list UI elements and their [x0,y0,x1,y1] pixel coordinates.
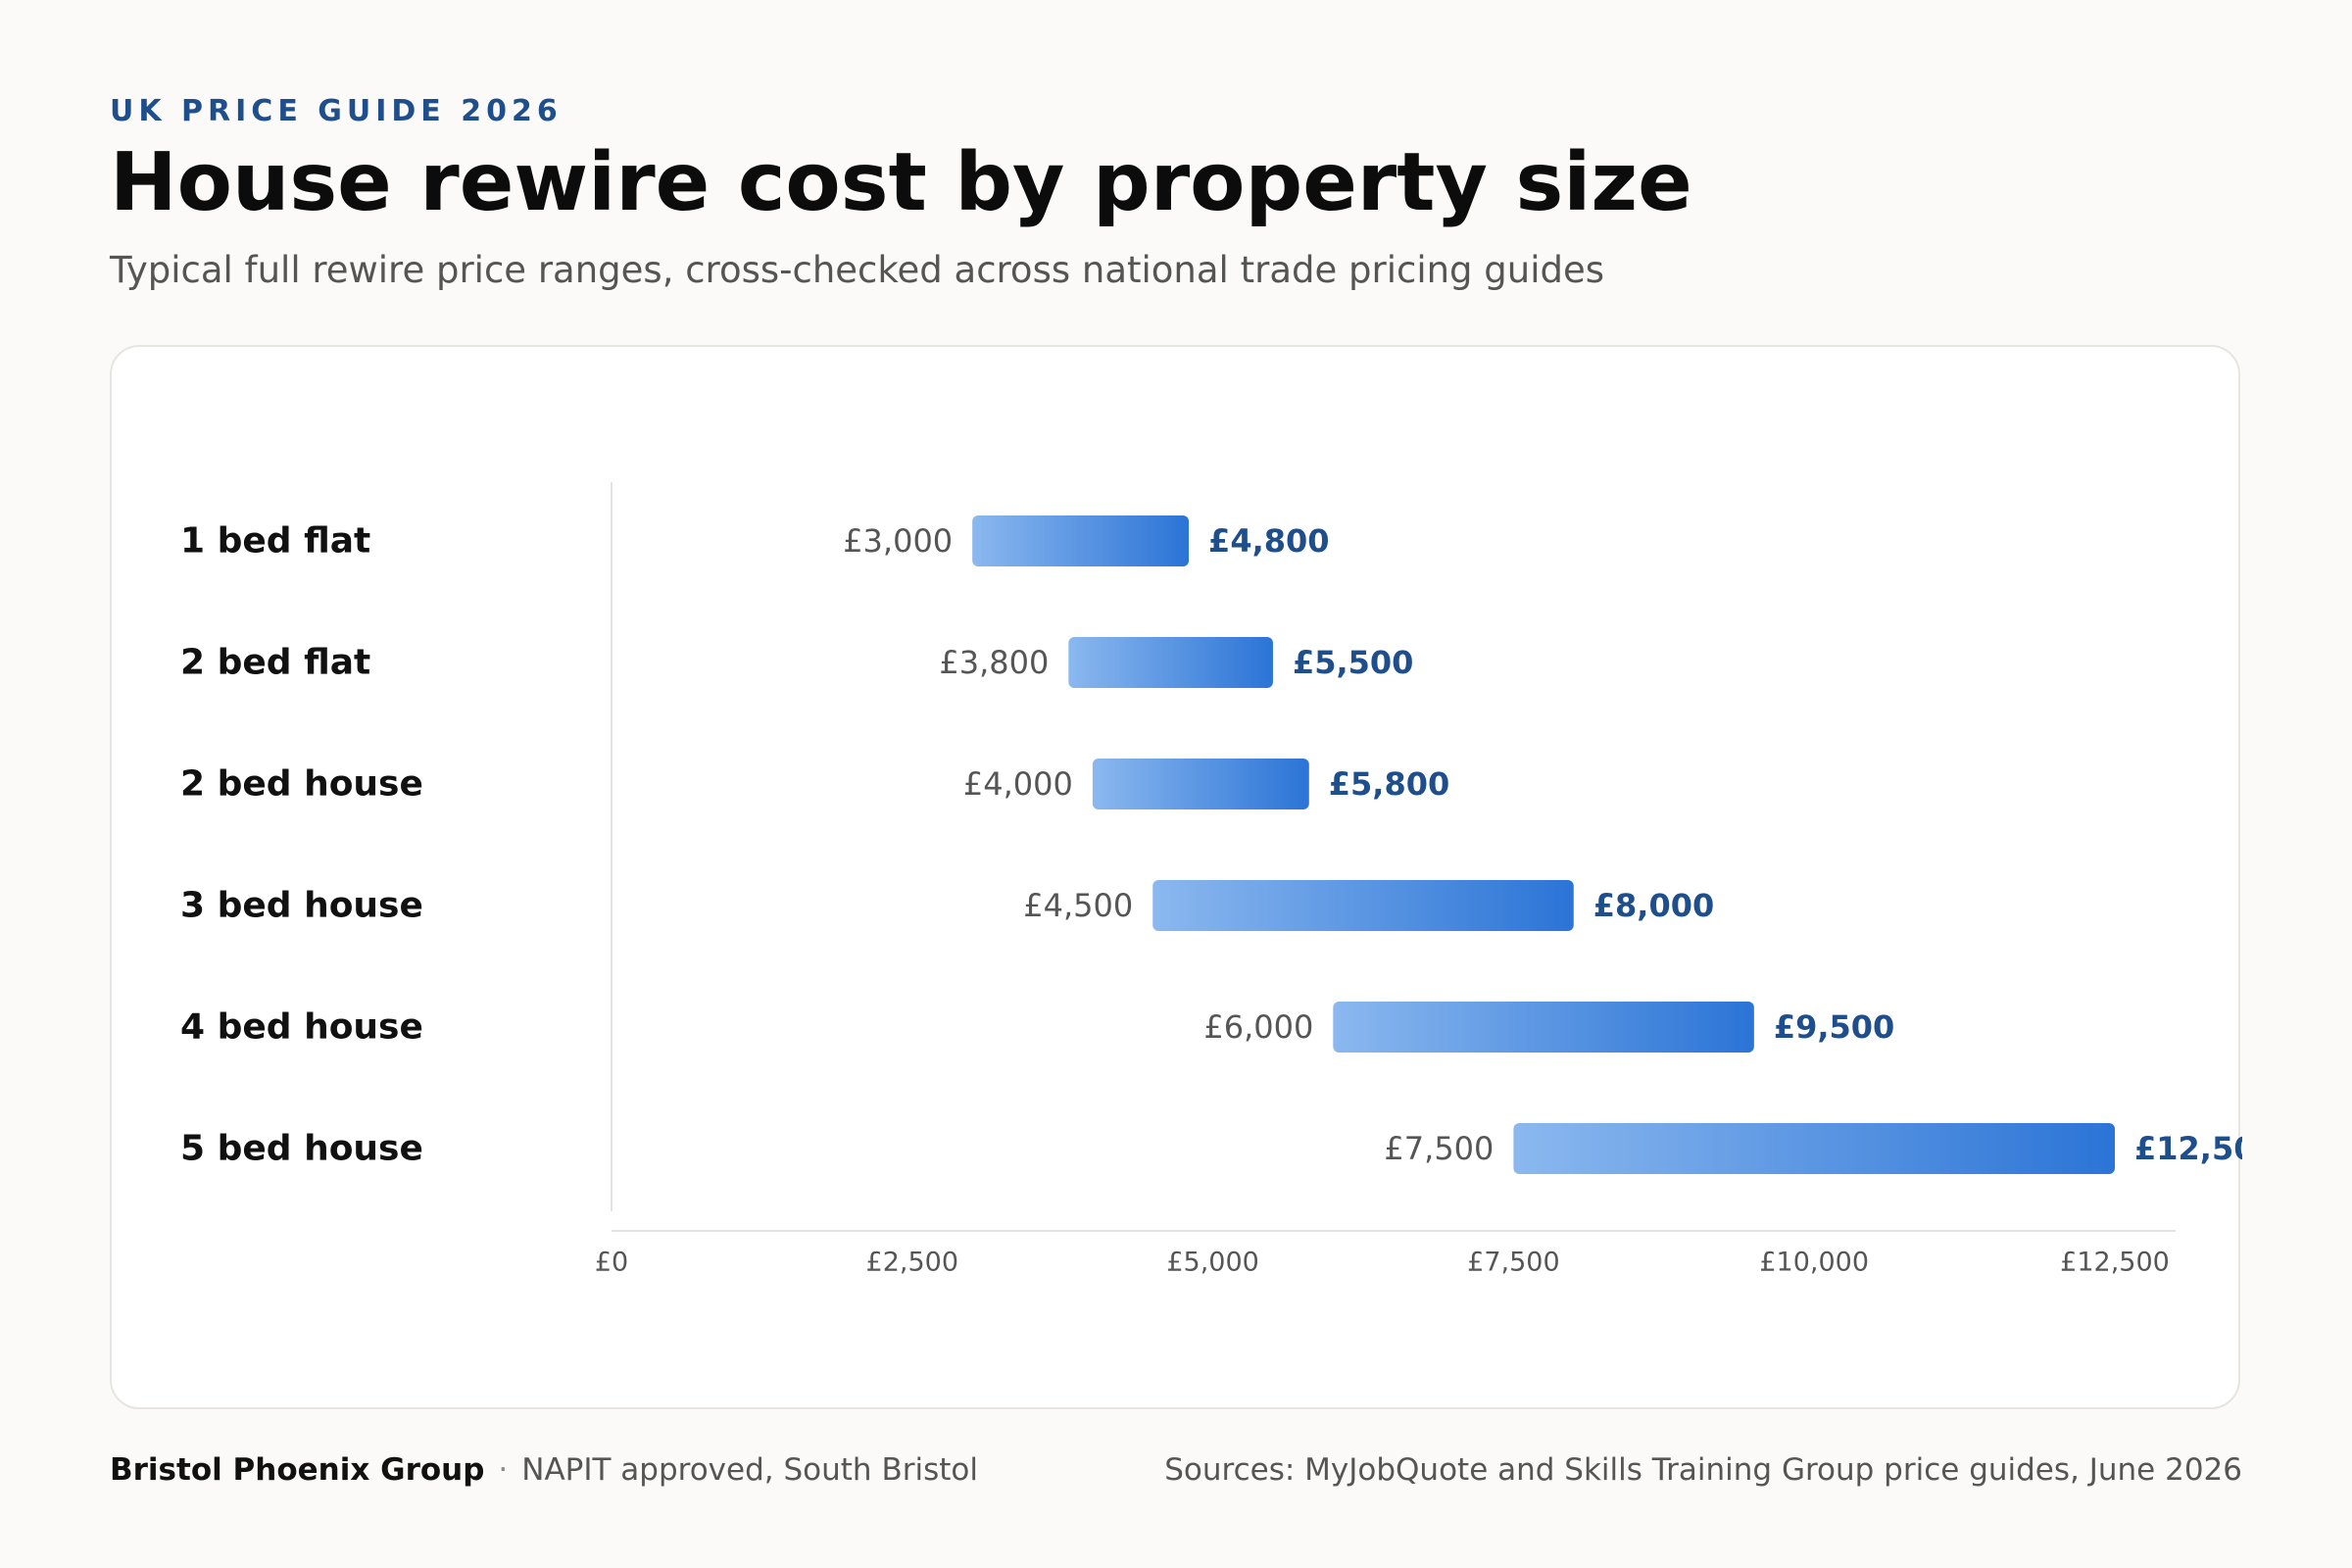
page-subtitle: Typical full rewire price ranges, cross-… [110,249,1605,291]
x-tick-label: £7,500 [1467,1248,1559,1278]
footer-tagline: NAPIT approved, South Bristol [521,1452,978,1488]
high-value-label: £12,500 [2134,1130,2242,1167]
chart-row: 3 bed house £4,500 £8,000 [180,880,1714,931]
low-value-label: £6,000 [1203,1008,1313,1046]
chart-row: 1 bed flat £3,000 £4,800 [180,515,1330,566]
x-tick-label: £10,000 [1759,1248,1869,1278]
chart-row: 4 bed house £6,000 £9,500 [180,1002,1894,1053]
range-bar [972,515,1190,566]
low-value-label: £4,000 [963,765,1073,803]
eyebrow-label: UK PRICE GUIDE 2026 [110,94,563,128]
footer-sources: Sources: MyJobQuote and Skills Training … [1164,1452,2242,1488]
chart-card: 1 bed flat £3,000 £4,800 2 bed flat £3,800 £5… [110,345,2242,1409]
range-bar-chart: 1 bed flat £3,000 £4,800 2 bed flat £3,800 £5… [180,482,2242,1278]
category-label: 3 bed house [180,886,423,926]
page-title: House rewire cost by property size [110,136,1692,229]
low-value-label: £7,500 [1384,1130,1494,1167]
low-value-label: £4,500 [1023,887,1133,924]
chart-row: 5 bed house £7,500 £12,500 [180,1123,2242,1174]
range-bar [1152,880,1574,931]
x-tick-label: £5,000 [1166,1248,1258,1278]
low-value-label: £3,800 [939,644,1049,681]
category-label: 4 bed house [180,1007,423,1048]
category-label: 2 bed flat [180,643,370,683]
x-tick-label: £12,500 [2060,1248,2170,1278]
range-bar [1513,1123,2115,1174]
footer-separator: · [498,1452,509,1488]
range-bar [1068,637,1273,688]
category-label: 1 bed flat [180,521,370,562]
high-value-label: £4,800 [1208,522,1329,560]
chart-row: 2 bed flat £3,800 £5,500 [180,637,1413,688]
range-bar [1092,759,1309,809]
chart-row: 2 bed house £4,000 £5,800 [180,759,1449,809]
range-bar [1333,1002,1754,1053]
low-value-label: £3,000 [843,522,953,560]
footer-credit: Bristol Phoenix Group · NAPIT approved, So… [110,1452,978,1488]
x-tick-label: £0 [595,1248,628,1278]
category-label: 5 bed house [180,1129,423,1169]
high-value-label: £5,500 [1293,644,1413,681]
footer-brand: Bristol Phoenix Group [110,1452,485,1488]
category-label: 2 bed house [180,764,423,805]
high-value-label: £5,800 [1329,765,1449,803]
x-tick-label: £2,500 [866,1248,958,1278]
high-value-label: £9,500 [1774,1008,1894,1046]
high-value-label: £8,000 [1593,887,1714,924]
